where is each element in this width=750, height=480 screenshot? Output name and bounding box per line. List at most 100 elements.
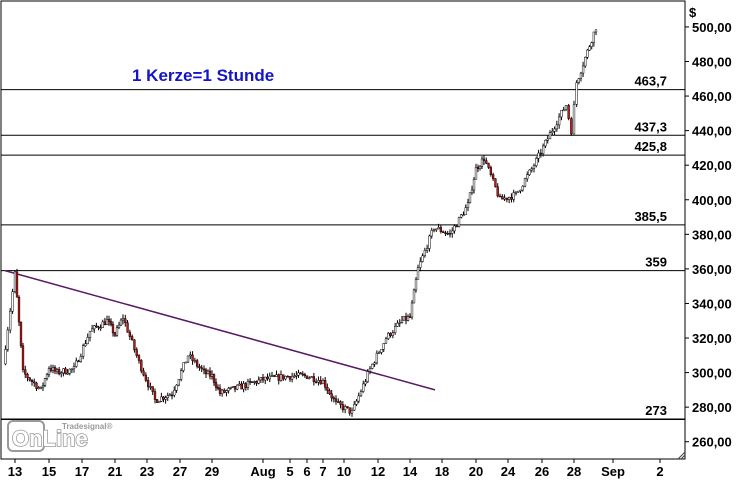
candle-body <box>375 352 379 364</box>
candle-body <box>64 368 67 375</box>
candle-body <box>88 330 92 338</box>
candle-body <box>273 375 276 377</box>
candle-body <box>206 370 210 375</box>
candle-body <box>491 174 495 179</box>
candle-body <box>15 271 19 298</box>
interval-note: 1 Kerze=1 Stunde <box>132 66 274 85</box>
candle-body <box>229 387 232 389</box>
candle-body <box>189 354 192 357</box>
candle-body <box>117 324 121 328</box>
candle-body <box>60 372 63 375</box>
trendline-layer <box>4 269 436 391</box>
candle-body <box>212 374 216 383</box>
candle-body <box>362 383 365 392</box>
candle-body <box>328 390 331 394</box>
candle-body <box>371 363 374 369</box>
resize-grip-icon[interactable] <box>677 451 686 460</box>
candle-body <box>284 375 287 380</box>
candle-body <box>214 382 218 388</box>
candle-body <box>482 158 486 161</box>
candle-body <box>19 321 23 347</box>
candle-body <box>193 360 197 362</box>
candle-body <box>435 228 438 231</box>
candle-body <box>111 324 115 334</box>
candle-body <box>200 367 203 370</box>
candle-body <box>51 367 55 371</box>
candle-body <box>366 371 369 382</box>
candle-body <box>570 118 573 135</box>
candle-body <box>135 349 138 356</box>
candle-body <box>153 391 157 400</box>
candle-body <box>90 328 94 332</box>
trendline <box>4 269 436 391</box>
candle-body <box>33 381 36 384</box>
level-label: 385,5 <box>634 209 667 224</box>
candle-body <box>421 255 424 262</box>
candle-body <box>255 381 258 384</box>
candle-body <box>293 375 296 378</box>
candle-body <box>75 360 78 367</box>
candle-body <box>368 368 372 372</box>
candle-body <box>326 386 329 391</box>
level-label: 359 <box>645 255 667 270</box>
candle-body <box>466 202 470 209</box>
candle-body <box>444 232 447 234</box>
candle-body <box>460 214 463 218</box>
candle-body <box>448 233 452 235</box>
candle-body <box>521 185 524 191</box>
candle-body <box>330 393 333 399</box>
candle-body <box>11 291 14 312</box>
candle-body <box>251 381 254 383</box>
candle-body <box>242 383 245 390</box>
candle-body <box>160 396 163 402</box>
x-tick-label: 10 <box>337 464 351 479</box>
candle-body <box>441 231 445 233</box>
candle-body <box>93 325 96 330</box>
candle-body <box>557 116 561 126</box>
x-tick-label: 17 <box>75 464 89 479</box>
candle-body <box>107 319 111 322</box>
support-resistance-levels: 463,7 437,3 425,8 385,5 359 273 <box>1 74 685 421</box>
y-tick-label: 500,00 <box>692 20 732 35</box>
candle-body <box>21 345 25 370</box>
y-tick-label: 460,00 <box>692 89 732 104</box>
y-tick-label: 260,00 <box>692 435 732 450</box>
x-tick-label: 21 <box>108 464 122 479</box>
candle-body <box>544 139 547 147</box>
candle-body <box>246 380 250 388</box>
level-label: 425,8 <box>634 139 667 154</box>
candle-body <box>489 167 493 175</box>
candle-body <box>166 395 169 398</box>
candle-body <box>560 109 563 118</box>
y-tick-label: 280,00 <box>692 400 732 415</box>
candle-body <box>334 398 338 402</box>
candle-body <box>572 104 576 135</box>
candle-body <box>6 329 9 350</box>
candle-body <box>357 395 360 402</box>
level-label: 273 <box>645 403 667 418</box>
candle-body <box>231 386 235 388</box>
candle-body <box>470 189 474 193</box>
candle-body <box>594 29 598 33</box>
candle-body <box>84 343 87 346</box>
candle-body <box>115 327 119 336</box>
candle-body <box>382 343 385 350</box>
candle-body <box>498 195 502 198</box>
candle-body <box>416 267 420 280</box>
candle-body <box>208 370 212 377</box>
candle-body <box>468 192 472 203</box>
x-tick-label: Sep <box>601 464 625 479</box>
logo-brand: Tradesignal® <box>62 422 112 431</box>
candle-body <box>126 322 129 333</box>
x-tick-label: 29 <box>205 464 219 479</box>
candles <box>4 29 598 417</box>
candle-body <box>453 225 456 232</box>
candle-body <box>227 388 230 391</box>
candle-body <box>355 400 358 405</box>
candle-body <box>142 370 145 376</box>
candle-body <box>13 271 17 292</box>
candle-body <box>216 387 220 389</box>
candle-body <box>191 354 194 361</box>
x-tick-label: 12 <box>371 464 385 479</box>
